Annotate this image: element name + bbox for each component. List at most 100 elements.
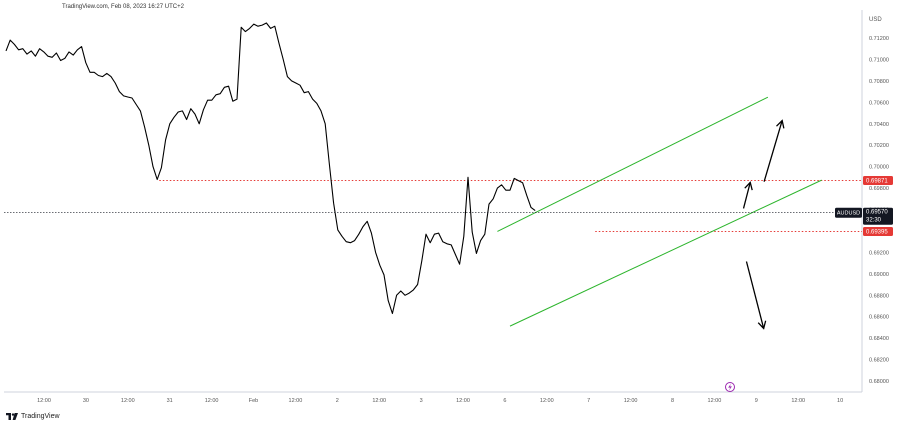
price-point bbox=[371, 232, 372, 233]
price-point bbox=[165, 139, 166, 140]
price-point bbox=[341, 236, 342, 237]
price-point bbox=[291, 80, 292, 81]
support-price-label: 0.69395 bbox=[863, 226, 893, 236]
price-point bbox=[161, 167, 162, 168]
price-point bbox=[89, 72, 90, 73]
price-tick-label: 0.68600 bbox=[869, 315, 889, 321]
current-price-value: 0.69570 bbox=[866, 210, 888, 216]
price-tick-label: 0.68200 bbox=[869, 358, 889, 364]
candle-countdown: 32:30 bbox=[866, 218, 882, 224]
price-point bbox=[39, 48, 40, 49]
price-point bbox=[283, 59, 284, 60]
price-point bbox=[472, 231, 473, 232]
arrow-head bbox=[776, 119, 785, 129]
price-point bbox=[509, 190, 510, 191]
price-point bbox=[123, 95, 124, 96]
price-point bbox=[136, 104, 137, 105]
lightning-icon[interactable] bbox=[725, 382, 735, 392]
time-tick-label: 12:00 bbox=[456, 398, 470, 404]
price-point bbox=[333, 202, 334, 203]
symbol-badge bbox=[835, 207, 862, 218]
price-point bbox=[10, 40, 11, 41]
current-price-badge bbox=[863, 207, 893, 225]
price-point bbox=[224, 87, 225, 88]
arrow-head bbox=[744, 181, 753, 191]
price-point bbox=[190, 108, 191, 109]
price-point bbox=[278, 43, 279, 44]
time-tick-label: 30 bbox=[83, 398, 89, 404]
price-point bbox=[249, 28, 250, 29]
price-point bbox=[47, 56, 48, 57]
price-point bbox=[220, 93, 221, 94]
price-point bbox=[127, 96, 128, 97]
price-point bbox=[459, 264, 460, 265]
price-point bbox=[68, 51, 69, 52]
channel-upper-line bbox=[497, 96, 769, 232]
price-point bbox=[73, 55, 74, 56]
tradingview-brand-text: TradingView bbox=[21, 413, 60, 420]
arrow-head bbox=[757, 320, 767, 330]
current-price-marker: AUDUSD 0.69570 32:30 bbox=[4, 207, 893, 225]
price-tick-label: 0.68400 bbox=[869, 336, 889, 342]
price-tick-label: 0.71000 bbox=[869, 57, 889, 63]
time-tick-label: 6 bbox=[503, 398, 506, 404]
price-point bbox=[379, 265, 380, 266]
time-tick-label: 31 bbox=[167, 398, 173, 404]
price-point bbox=[308, 91, 309, 92]
price-point bbox=[442, 241, 443, 242]
price-point bbox=[152, 166, 153, 167]
price-point bbox=[52, 57, 53, 58]
price-point bbox=[375, 252, 376, 253]
price-point bbox=[434, 234, 435, 235]
arrow-up-small bbox=[742, 181, 753, 209]
time-tick-label: 2 bbox=[336, 398, 339, 404]
chart-source-header: TradingView.com, Feb 08, 2023 16:27 UTC+… bbox=[62, 4, 184, 10]
price-point bbox=[535, 210, 536, 211]
price-point bbox=[173, 117, 174, 118]
price-point bbox=[169, 123, 170, 124]
price-point bbox=[480, 240, 481, 241]
price-point bbox=[476, 253, 477, 254]
arrow-up-large bbox=[763, 119, 785, 182]
price-point bbox=[413, 289, 414, 290]
price-point bbox=[35, 56, 36, 57]
price-point bbox=[316, 103, 317, 104]
time-tick-label: 12:00 bbox=[372, 398, 386, 404]
price-point bbox=[270, 28, 271, 29]
price-tick-label: 0.71200 bbox=[869, 36, 889, 42]
price-point bbox=[207, 100, 208, 101]
price-point bbox=[157, 179, 158, 180]
price-tick-label: 0.69000 bbox=[869, 272, 889, 278]
price-point bbox=[18, 49, 19, 50]
price-point bbox=[119, 91, 120, 92]
price-point bbox=[236, 98, 237, 99]
time-tick-label: 10 bbox=[837, 398, 843, 404]
price-point bbox=[388, 300, 389, 301]
price-tick-label: 0.70800 bbox=[869, 79, 889, 85]
time-tick-label: 12:00 bbox=[791, 398, 805, 404]
price-point bbox=[274, 26, 275, 27]
price-tick-label: 0.69800 bbox=[869, 186, 889, 192]
price-point bbox=[140, 110, 141, 111]
price-point bbox=[467, 177, 468, 178]
price-point bbox=[22, 48, 23, 49]
price-point bbox=[404, 295, 405, 296]
price-point bbox=[362, 226, 363, 227]
price-point bbox=[26, 53, 27, 54]
price-point bbox=[102, 76, 103, 77]
price-point bbox=[110, 76, 111, 77]
time-tick-label: 8 bbox=[671, 398, 674, 404]
price-point bbox=[514, 178, 515, 179]
price-point bbox=[43, 51, 44, 52]
support-badge-text: 0.69395 bbox=[866, 229, 888, 235]
price-point bbox=[98, 75, 99, 76]
price-point bbox=[228, 86, 229, 87]
time-tick-label: 7 bbox=[587, 398, 590, 404]
price-point bbox=[232, 101, 233, 102]
price-point bbox=[320, 110, 321, 111]
price-point bbox=[178, 111, 179, 112]
arrow-shaft bbox=[763, 120, 783, 182]
price-point bbox=[299, 85, 300, 86]
